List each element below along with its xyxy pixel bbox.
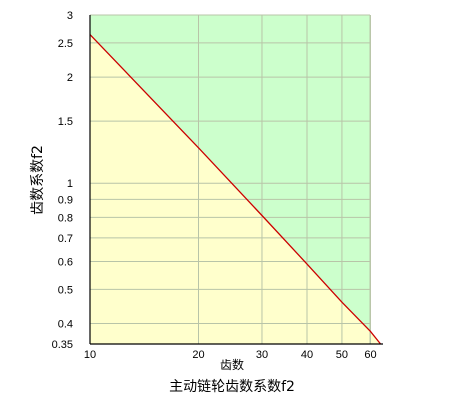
y-tick-label: 1.5 <box>58 116 73 128</box>
y-tick-label: 0.7 <box>58 233 73 245</box>
x-tick-label: 30 <box>256 349 268 361</box>
y-tick-label: 0.8 <box>58 212 73 224</box>
y-tick-label: 0.6 <box>58 256 73 268</box>
y-tick-label: 2.5 <box>58 38 73 50</box>
y-tick-label: 0.4 <box>58 319 73 331</box>
y-tick-label: 0.9 <box>58 194 73 206</box>
x-tick-label: 50 <box>336 349 348 361</box>
x-axis-label: 齿数 <box>220 357 244 372</box>
curve-layer <box>89 34 382 345</box>
y-tick-label: 3 <box>67 10 73 22</box>
y-tick-label: 1 <box>67 178 73 190</box>
x-tick-label: 40 <box>301 349 313 361</box>
x-tick-label: 20 <box>192 349 204 361</box>
x-tick-label: 60 <box>364 349 376 361</box>
y-tick-label: 0.5 <box>58 284 73 296</box>
x-tick-label: 10 <box>84 349 96 361</box>
chart-title: 主动链轮齿数系数f2 <box>169 379 295 395</box>
region-below-line <box>90 34 381 344</box>
axes <box>89 15 383 345</box>
region-above-line <box>90 15 370 344</box>
y-ticks: 0.35 0.4 0.5 0.6 0.7 0.8 0.9 1 1.5 2 2.5 3 <box>52 10 73 351</box>
y-axis-label: 齿数系数f2 <box>30 145 46 215</box>
y-tick-label: 0.35 <box>52 339 73 351</box>
y-tick-label: 2 <box>67 72 73 84</box>
series-line <box>89 34 382 345</box>
x-ticks: 10 20 30 40 50 60 <box>84 349 377 361</box>
